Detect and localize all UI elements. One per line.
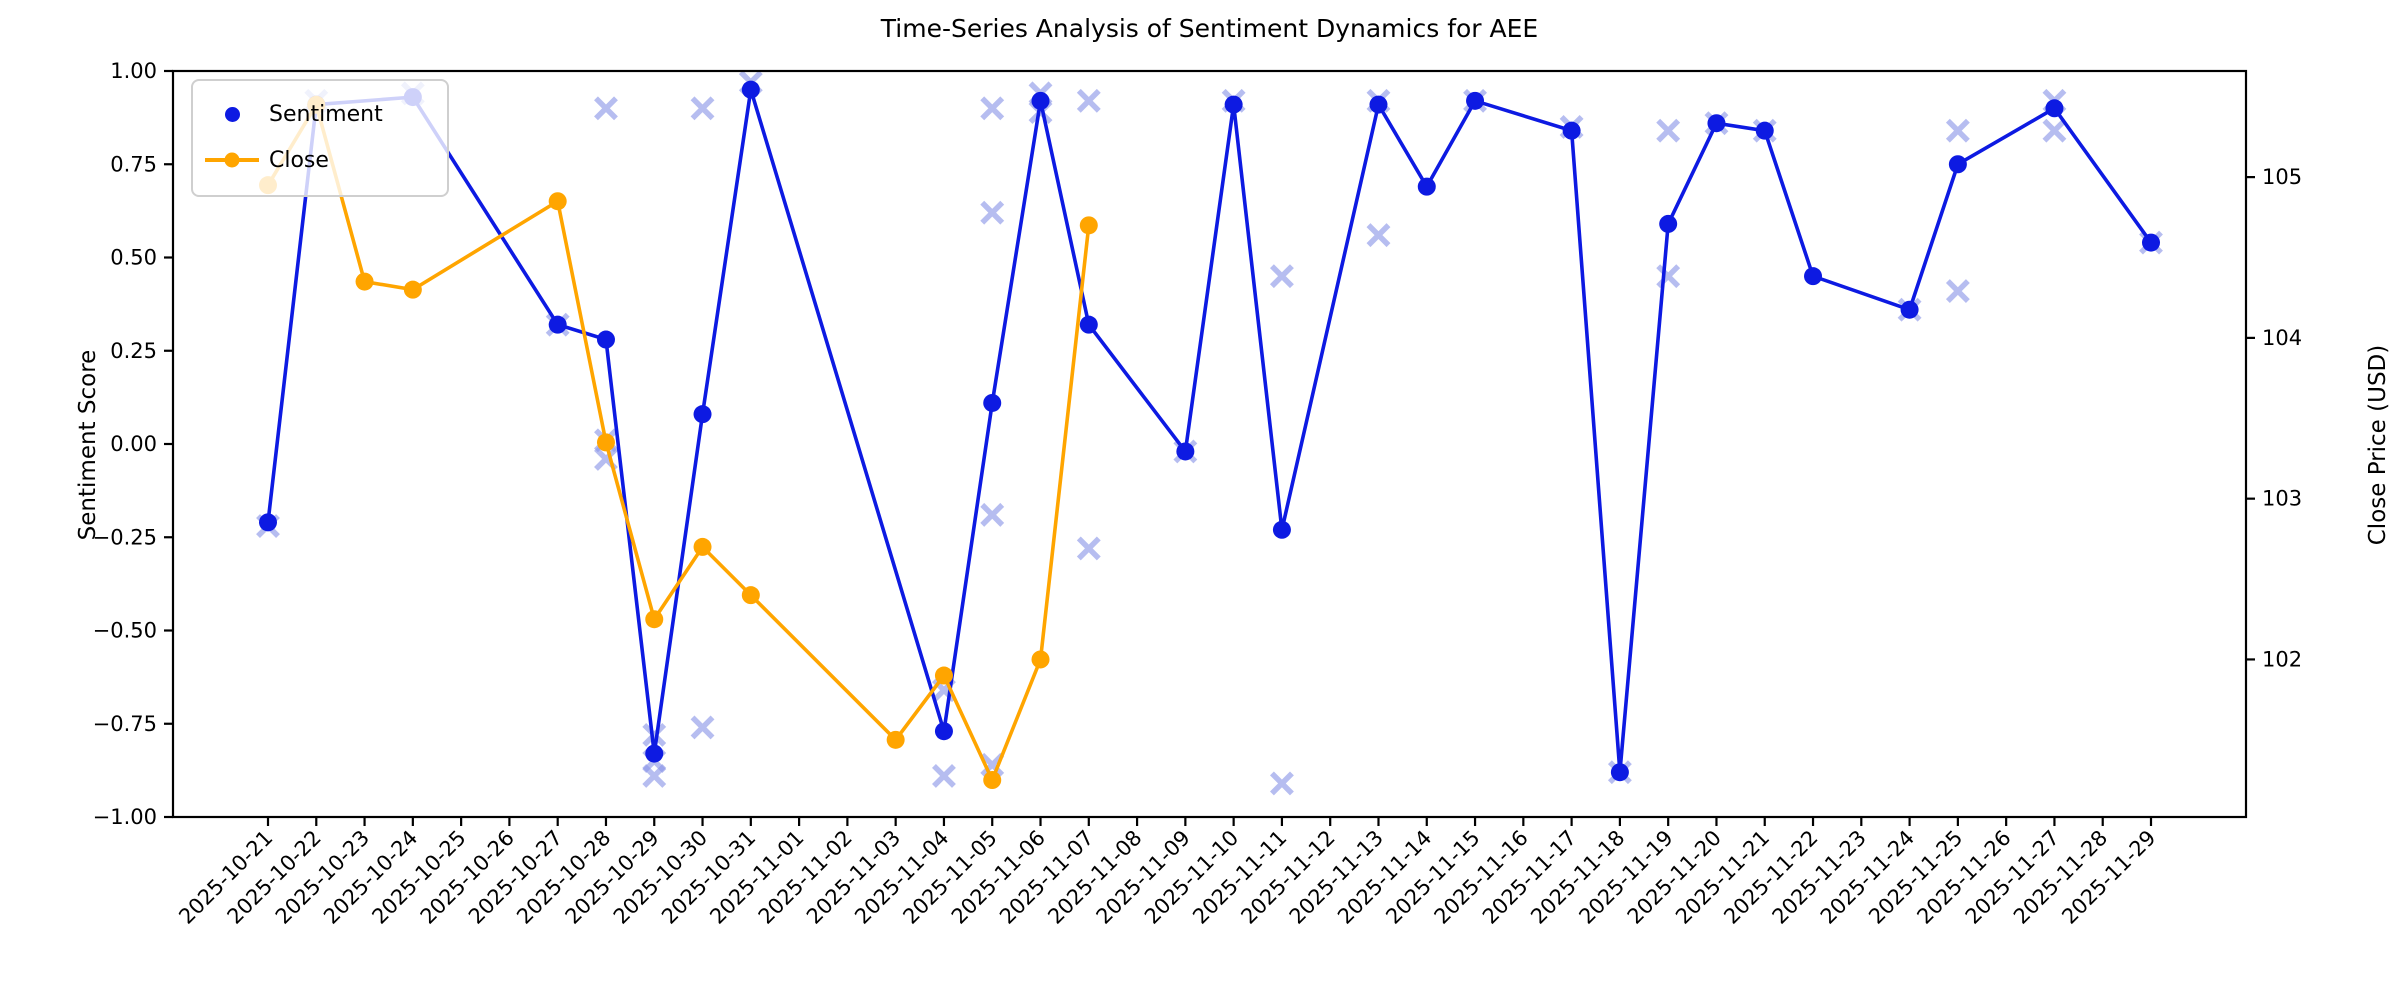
legend-label-close: Close	[269, 147, 329, 173]
news-x-marker	[1076, 536, 1101, 561]
news-x-marker	[1656, 118, 1681, 143]
news-x-marker	[1945, 279, 1970, 304]
close-point	[1079, 216, 1098, 235]
close-point	[1031, 650, 1050, 669]
chart-title: Time-Series Analysis of Sentiment Dynami…	[880, 14, 1539, 43]
y-left-tick-label: 0.50	[110, 246, 157, 270]
sentiment-line	[266, 89, 2153, 773]
news-x-marker	[1269, 771, 1294, 796]
sentiment-point	[1755, 121, 1774, 140]
sentiment-dot-icon	[203, 106, 261, 122]
sentiment-point	[259, 513, 277, 532]
sentiment-point	[1417, 177, 1436, 196]
sentiment-point	[741, 80, 760, 99]
sentiment-point	[1369, 95, 1388, 114]
sentiment-point	[1900, 300, 1919, 319]
sentiment-point	[1804, 267, 1823, 286]
news-x-marker	[690, 96, 715, 121]
legend-label-sentiment: Sentiment	[269, 101, 383, 127]
y-left-tick-label: −0.25	[93, 525, 157, 549]
sentiment-point	[1707, 114, 1726, 133]
sentiment-point	[596, 330, 615, 349]
sentiment-point	[1224, 95, 1243, 114]
close-point	[548, 192, 567, 211]
news-x-marker	[980, 502, 1005, 527]
news-x-marker	[642, 764, 667, 788]
y-left-tick-label: −0.50	[93, 619, 157, 643]
y-axis-label-left: Sentiment Score	[75, 349, 101, 541]
sentiment-point	[1466, 91, 1485, 110]
y-right-tick-label: 105	[2262, 165, 2302, 189]
y-right-tick-label: 102	[2262, 647, 2302, 671]
y-axis-label-right: Close Price (USD)	[2365, 344, 2391, 546]
y-left-tick-label: 0.75	[110, 152, 157, 176]
y-left-tick-label: 0.25	[110, 339, 157, 363]
legend-item-close: Close	[203, 137, 433, 183]
close-point	[983, 771, 1002, 790]
news-x-marker	[1945, 118, 1970, 143]
news-x-marker	[980, 752, 1005, 777]
news-x-marker	[980, 96, 1005, 121]
sentiment-point	[1948, 155, 1967, 174]
sentiment-point	[548, 315, 567, 334]
close-point	[934, 666, 953, 685]
y-right-tick-label: 103	[2262, 487, 2302, 511]
news-x-marker	[1269, 264, 1294, 289]
close-point	[886, 730, 905, 749]
legend: Sentiment Close	[191, 79, 449, 197]
close-line	[266, 100, 1091, 785]
close-point	[403, 280, 422, 299]
sentiment-point	[645, 744, 664, 763]
sentiment-point	[1659, 214, 1678, 233]
news-x-marker	[1366, 223, 1391, 248]
sentiment-point	[983, 393, 1002, 412]
close-point	[596, 433, 615, 452]
legend-item-sentiment: Sentiment	[203, 91, 433, 137]
y-right-tick-label: 104	[2262, 326, 2302, 350]
close-point	[355, 272, 374, 291]
news-x-marker	[690, 715, 715, 740]
sentiment-point	[1562, 121, 1581, 140]
close-point	[693, 537, 712, 556]
news-x-marker	[980, 200, 1005, 225]
y-left-tick-label: 0.00	[110, 432, 157, 456]
news-x-marker	[2042, 118, 2067, 143]
sentiment-point	[1079, 315, 1098, 334]
sentiment-point	[1176, 442, 1195, 461]
news-x-marker	[1076, 88, 1101, 113]
sentiment-point	[1031, 91, 1050, 110]
news-x-marker	[594, 96, 618, 121]
y-left-tick-label: 1.00	[110, 59, 157, 83]
sentiment-point	[934, 722, 953, 741]
close-point	[645, 610, 664, 629]
sentiment-point	[1272, 520, 1291, 539]
plot-border	[171, 69, 2248, 819]
sentiment-point	[693, 405, 712, 424]
sentiment-point	[2142, 233, 2160, 252]
close-point	[741, 586, 760, 605]
close-line-icon	[203, 152, 261, 168]
sentiment-point	[2045, 99, 2064, 118]
news-x-marker	[642, 722, 667, 747]
y-left-tick-label: −1.00	[93, 805, 157, 829]
y-left-tick-label: −0.75	[93, 712, 157, 736]
sentiment-point	[1610, 763, 1629, 782]
news-x-marker	[932, 764, 956, 788]
